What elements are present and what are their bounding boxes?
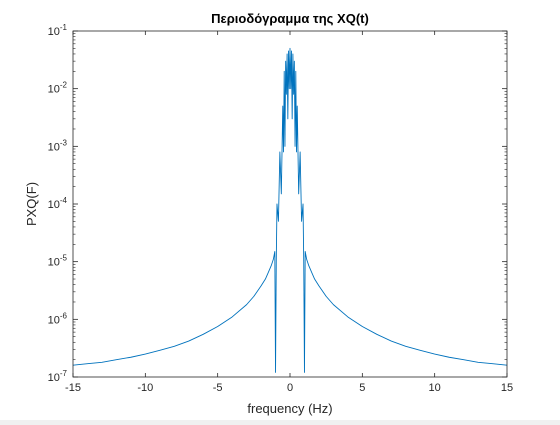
plot-area — [73, 31, 507, 377]
x-tick-label: 15 — [501, 382, 513, 394]
y-tick-label: 10-3 — [48, 138, 68, 153]
y-tick-label: 10-4 — [48, 196, 68, 211]
y-tick-label: 10-7 — [48, 369, 68, 384]
x-tick-label: -15 — [65, 382, 81, 394]
x-tick-label: 0 — [287, 382, 293, 394]
y-tick-label: 10-5 — [48, 254, 68, 269]
x-tick-label: 10 — [429, 382, 441, 394]
y-tick-label: 10-6 — [48, 311, 68, 326]
x-tick-label: -10 — [137, 382, 153, 394]
x-tick-label: 5 — [359, 382, 365, 394]
x-tick-label: -5 — [213, 382, 223, 394]
x-axis-label: frequency (Hz) — [247, 401, 332, 416]
series-line-0 — [72, 47, 508, 373]
y-axis-label: PXQ(F) — [24, 182, 39, 226]
y-tick-label: 10-2 — [48, 81, 68, 96]
y-tick-label: 10-1 — [48, 23, 68, 38]
chart-title: Περιοδόγραμμα της XQ(t) — [211, 11, 369, 26]
